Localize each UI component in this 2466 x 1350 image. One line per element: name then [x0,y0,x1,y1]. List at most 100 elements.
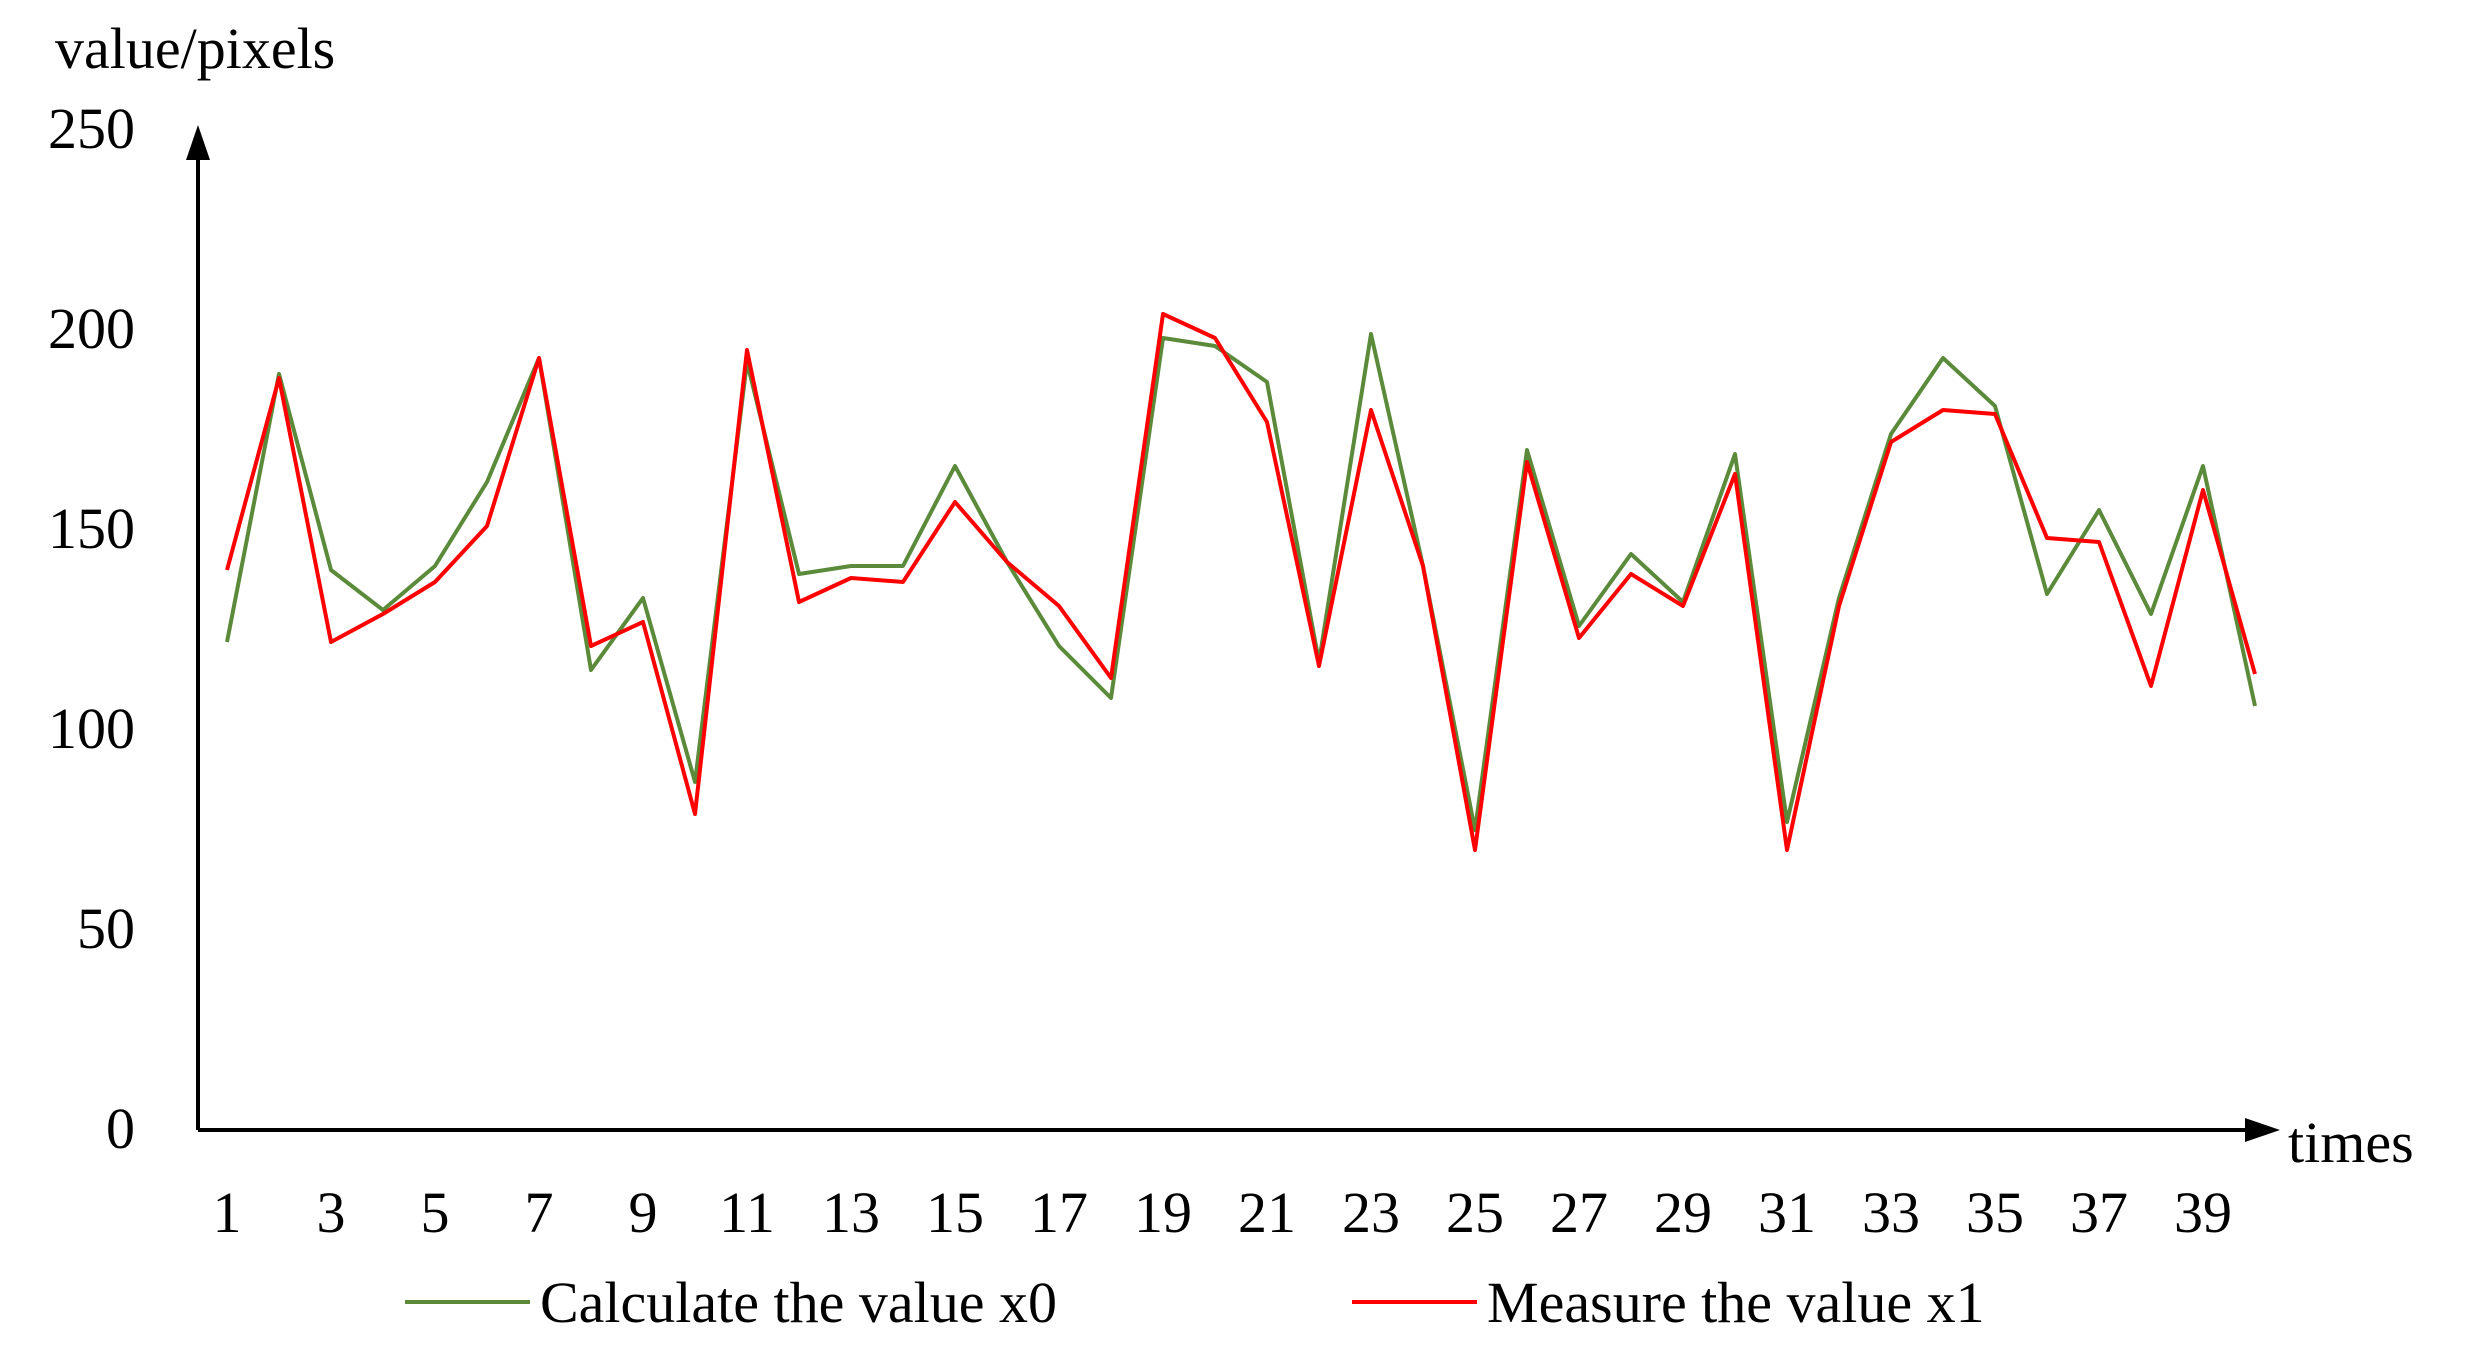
x-tick-label: 37 [2070,1180,2128,1245]
data-point [901,580,905,584]
data-point [1629,572,1633,576]
data-point [589,644,593,648]
data-point [1889,440,1893,444]
data-point [849,564,853,568]
data-point [1005,560,1009,564]
data-point [589,668,593,672]
data-point [1421,564,1425,568]
x-tick-label: 15 [926,1180,984,1245]
data-point [1681,604,1685,608]
data-point [1629,552,1633,556]
x-tick-label: 13 [822,1180,880,1245]
data-point [1889,432,1893,436]
y-tick-label: 200 [48,296,135,361]
y-tick-label: 150 [48,496,135,561]
data-point [2045,536,2049,540]
y-tick-label: 0 [106,1096,135,1161]
data-point [1109,696,1113,700]
data-point [277,376,281,380]
x-tick-label: 39 [2174,1180,2232,1245]
legend-label-x1: Measure the value x1 [1487,1270,1985,1335]
data-point [693,812,697,816]
data-point [1525,448,1529,452]
data-point [953,464,957,468]
data-point [2149,684,2153,688]
data-point [1265,420,1269,424]
data-point [797,572,801,576]
data-point [1369,408,1373,412]
data-point [1941,356,1945,360]
data-point [693,780,697,784]
y-tick-label: 50 [77,896,135,961]
y-axis-arrow-icon [186,125,210,160]
data-point [1213,336,1217,340]
data-point [225,640,229,644]
series-lines [225,312,2257,852]
data-point [1525,460,1529,464]
series-line-x0 [225,332,2257,832]
data-point [1057,644,1061,648]
data-point [1265,380,1269,384]
data-point [433,564,437,568]
data-point [329,568,333,572]
x-tick-label: 5 [421,1180,450,1245]
x-tick-label: 19 [1134,1180,1192,1245]
data-point [2201,464,2205,468]
x-tick-label: 17 [1030,1180,1088,1245]
data-point [641,620,645,624]
data-point [901,564,905,568]
x-tick-label: 3 [317,1180,346,1245]
data-point [1577,636,1581,640]
data-point [2045,592,2049,596]
x-axis-label: times [2288,1110,2414,1175]
data-point [1993,404,1997,408]
x-axis-ticks: 1 3 5 7 9 11 13 15 17 19 21 23 25 27 29 31 33 35 37 39 [213,1180,2233,1245]
x-tick-label: 29 [1654,1180,1712,1245]
data-point [1993,412,1997,416]
x-tick-label: 9 [629,1180,658,1245]
data-point [1057,604,1061,608]
x-tick-label: 1 [213,1180,242,1245]
data-point [641,596,645,600]
data-point [381,612,385,616]
data-point [2201,488,2205,492]
data-point [2253,704,2257,708]
data-point [1161,312,1165,316]
series-line-x1 [225,312,2257,852]
x-tick-label: 33 [1862,1180,1920,1245]
data-point [433,580,437,584]
legend-label-x0: Calculate the value x0 [540,1270,1057,1335]
x-tick-label: 23 [1342,1180,1400,1245]
y-tick-label: 250 [48,96,135,161]
data-point [277,372,281,376]
data-point [329,640,333,644]
data-point [537,356,541,360]
data-point [2149,612,2153,616]
data-point [745,348,749,352]
y-axis-ticks: 0 50 100 150 200 250 [48,96,135,1161]
legend: Calculate the value x0 Measure the value… [405,1270,1985,1335]
y-axis-label: value/pixels [55,16,335,81]
data-point [1473,848,1477,852]
x-tick-label: 25 [1446,1180,1504,1245]
data-point [953,500,957,504]
x-tick-label: 7 [525,1180,554,1245]
data-point [1369,332,1373,336]
data-point [2253,672,2257,676]
data-point [1213,344,1217,348]
x-axis-arrow-icon [2245,1118,2280,1142]
x-tick-label: 21 [1238,1180,1296,1245]
data-point [1733,452,1737,456]
data-point [225,568,229,572]
x-tick-label: 35 [1966,1180,2024,1245]
y-tick-label: 100 [48,696,135,761]
data-point [797,600,801,604]
x-tick-label: 11 [719,1180,775,1245]
data-point [1785,848,1789,852]
data-point [2097,508,2101,512]
data-point [1785,820,1789,824]
data-point [1109,676,1113,680]
data-point [1837,604,1841,608]
data-point [1733,472,1737,476]
